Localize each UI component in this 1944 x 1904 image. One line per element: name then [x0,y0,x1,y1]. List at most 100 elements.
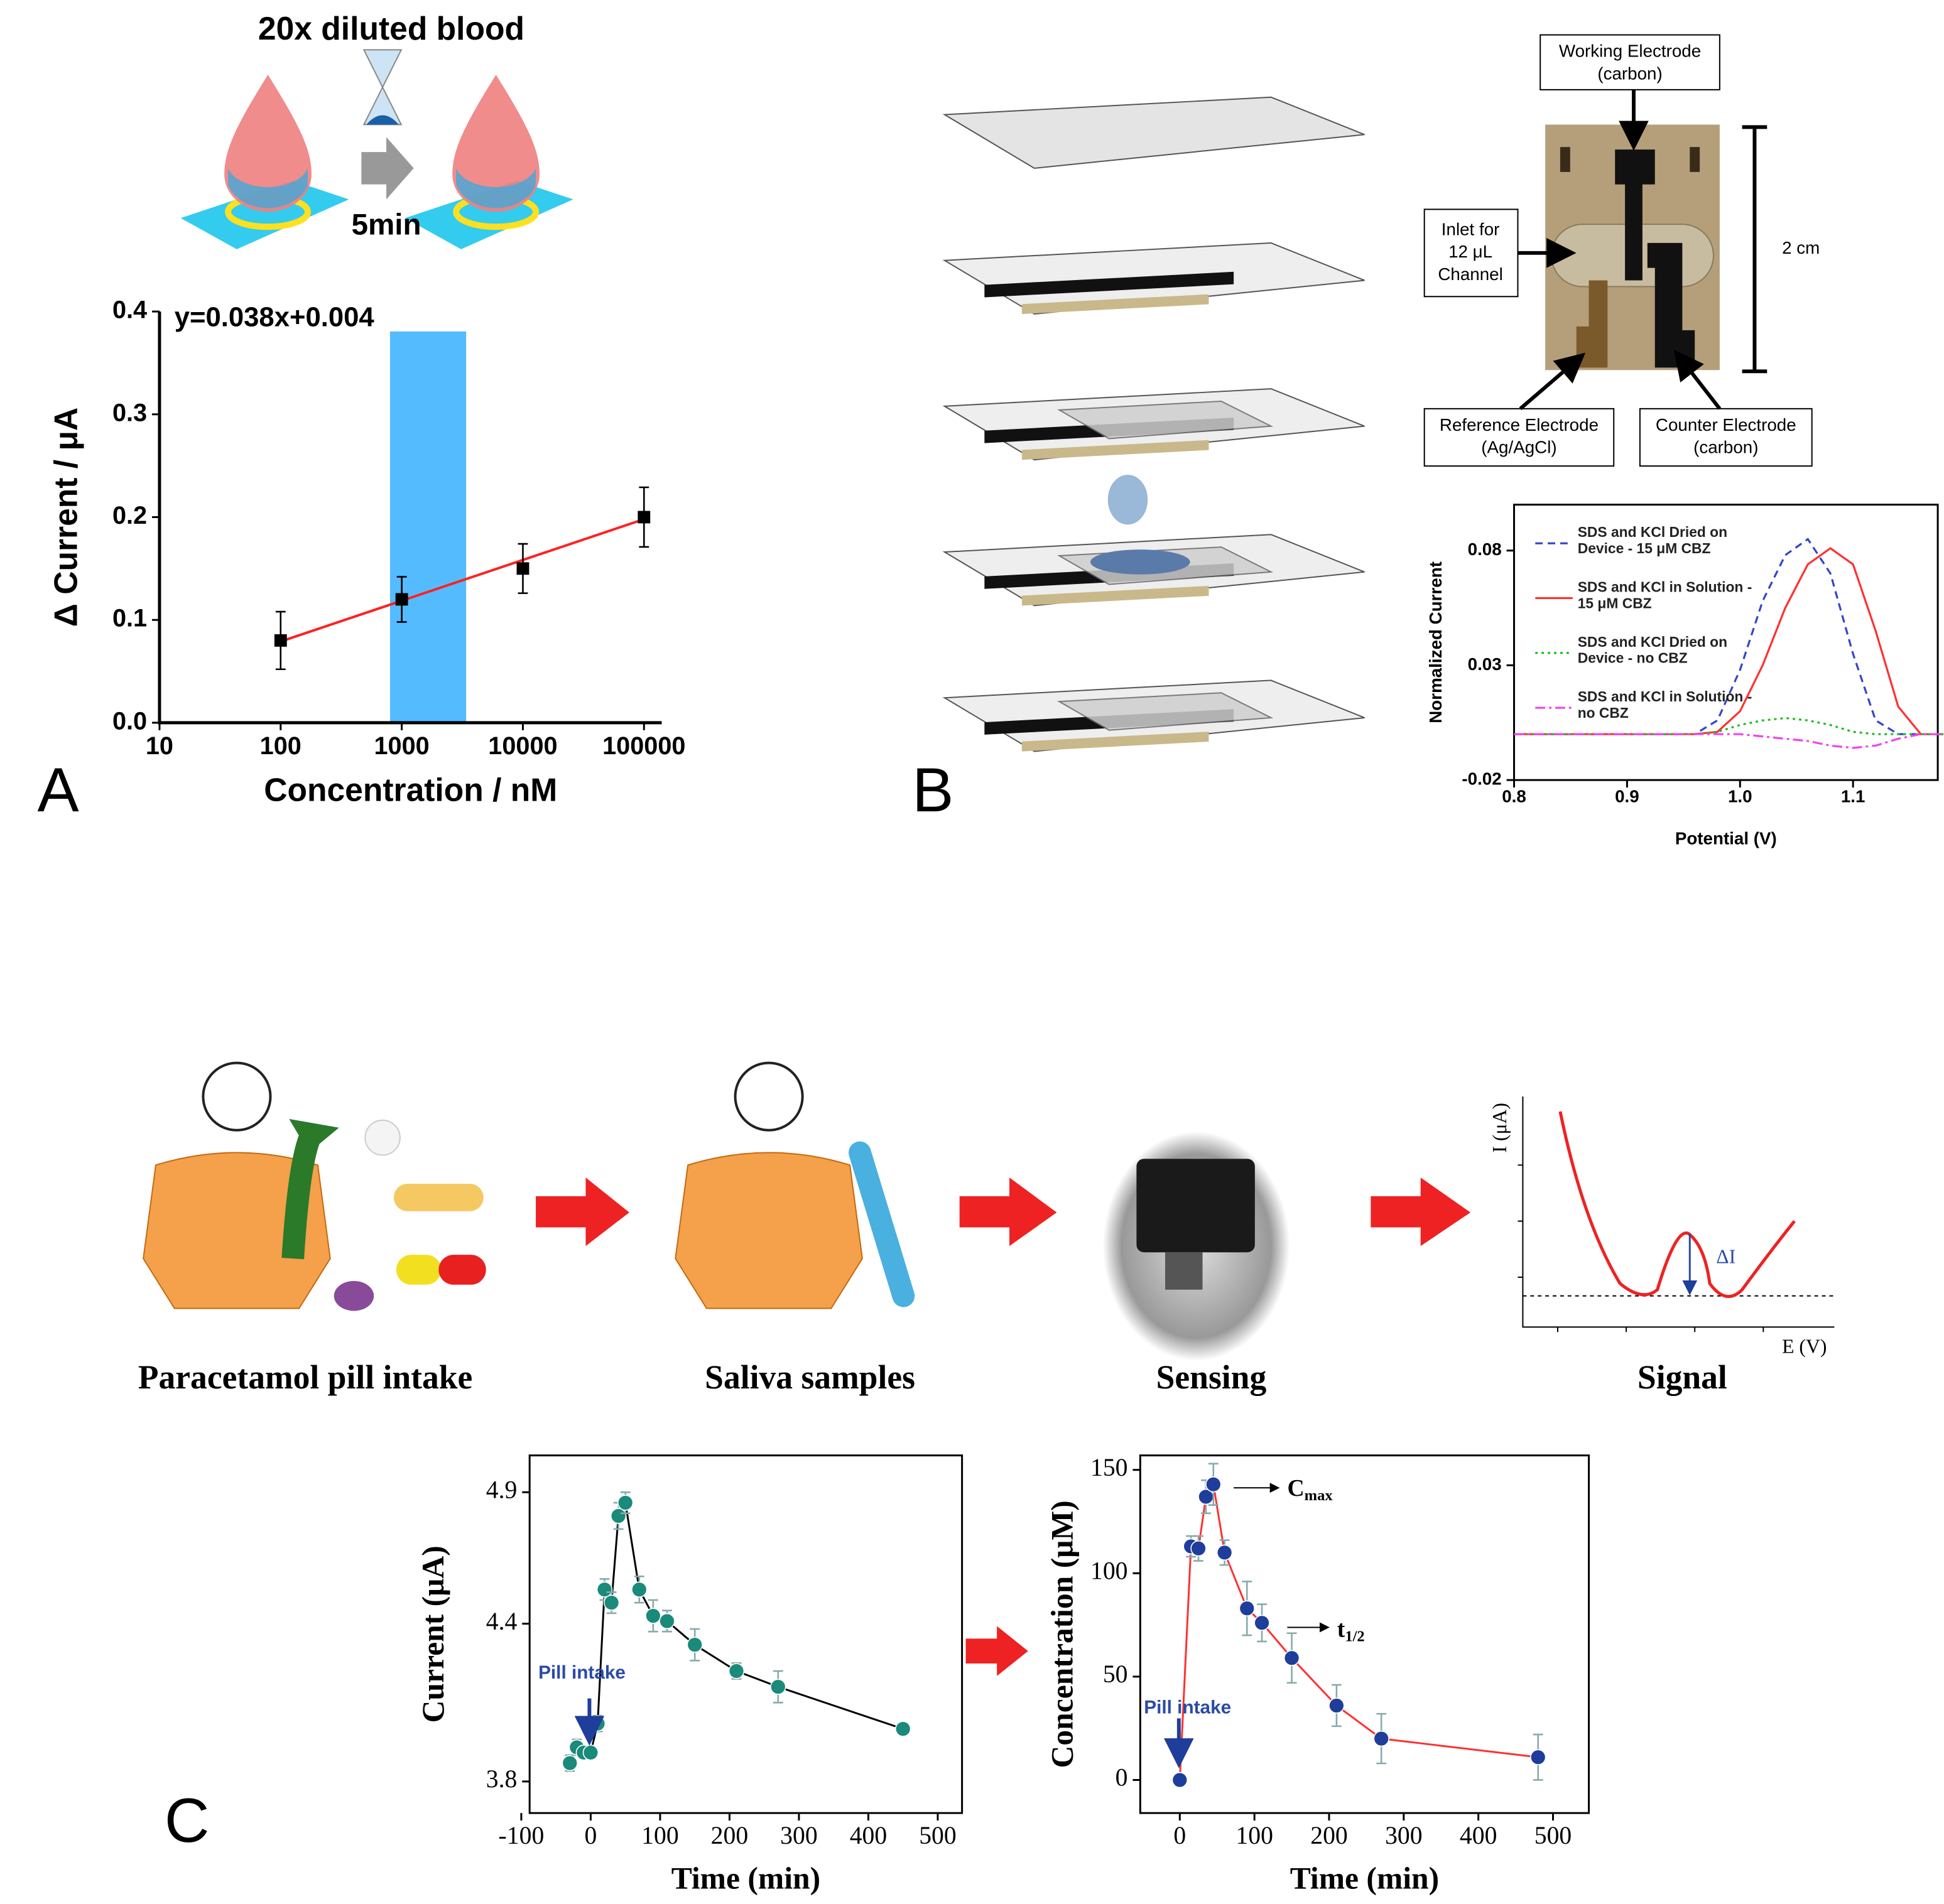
step-label: Paracetamol pill intake [138,1358,473,1396]
layer [942,96,1365,169]
x-tick-label: 1000 [374,732,430,760]
annotation: Pill intake [1144,1697,1231,1717]
signal-y-label: I (μA) [1489,1103,1511,1153]
chart: 10 100 1000 10000 100000 0.0 0.1 0.2 0.3 0.4 Conce… [48,296,686,808]
panel-label: A [38,755,79,825]
flow-illustration [143,1061,1835,1676]
droplet [1107,475,1148,525]
undefined: Counter Electrode [1656,415,1796,435]
blood-illustration [180,49,573,249]
panel-label: B [912,755,953,825]
x-tick-label: 1.0 [1728,786,1752,806]
y-tick-label: 100 [1090,1557,1128,1584]
electrode [1021,440,1209,460]
point [1239,1600,1255,1616]
device-layers [942,96,1365,752]
x-axis-label: Potential (V) [1675,829,1777,848]
y-tick-label: 0 [1116,1764,1128,1792]
y-tick-label: 0.3 [112,399,147,426]
point [582,1744,599,1761]
annotation-text: Pill intake [538,1662,626,1683]
channel-layer [1056,400,1274,440]
plot-frame [1139,1454,1590,1814]
y-axis-label: Normalized Current [1426,561,1445,723]
y-tick-label: 0.0 [112,707,147,735]
x-tick-label: 1.1 [1841,786,1865,806]
electrode [1021,732,1209,752]
point [1216,1544,1233,1561]
undefined: 12 μL [1448,242,1492,261]
chart: 0.8 0.9 1.0 1.1 -0.02 0.03 0.08 Potential (V) No… [1426,504,1944,848]
legend-entry: SDS and KCl in Solution - no CBZ [1577,690,1752,722]
x-tick-label: -100 [499,1822,545,1849]
chart: 0 100 200 300 400 500 0 50 100 150 Time (min) Conce… [1045,1454,1590,1896]
legend-entry: SDS and KCl in Solution - 15 μM CBZ [1577,580,1752,612]
x-tick-label: 10000 [488,732,557,760]
legend-entry: SDS and KCl Dried on Device - 15 μM CBZ [1578,526,1727,557]
y-tick-label: 0.03 [1468,654,1502,674]
panel-label: C [165,1786,210,1856]
x-tick-label: 300 [780,1822,818,1849]
point [1190,1540,1207,1557]
point [1254,1615,1270,1631]
x-tick-label: 100 [1235,1822,1273,1849]
point [770,1679,786,1695]
undefined: (carbon) [1597,63,1662,83]
step-label: Sensing [1156,1358,1267,1396]
x-tick-label: 200 [1310,1822,1348,1849]
point [610,1508,627,1524]
point [562,1755,578,1771]
x-tick-label: 0 [585,1822,597,1849]
electrode [1021,294,1209,315]
legend-entry: SDS and KCl Dried on Device - no CBZ [1577,635,1728,667]
annotation-text: Pill intake [1144,1697,1231,1717]
y-axis-label: Concentration (μM) [1045,1500,1080,1768]
y-tick-label: 50 [1103,1660,1128,1688]
device-photo [1423,34,1813,467]
annotation-subscript: max [1305,1487,1333,1504]
x-tick-label: 10 [146,732,173,760]
x-axis-label: Time (min) [671,1861,820,1896]
y-tick-label: 4.9 [486,1476,518,1503]
series-line [1514,538,1944,735]
y-tick-label: 0.4 [112,296,147,324]
point [631,1581,648,1598]
point [603,1594,620,1611]
annotation: Pill intake [538,1662,626,1683]
y-tick-label: 0.2 [112,502,147,529]
x-tick-label: 400 [850,1822,888,1849]
highlight-band [389,331,467,723]
channel-layer [1056,692,1274,731]
electrode [984,271,1234,298]
scale-label: 2 cm [1782,238,1820,257]
point [895,1721,911,1737]
x-tick-label: 500 [1534,1822,1572,1849]
legend-label: SDS and KCl in Solution - no CBZ [1577,690,1752,722]
legend-label: SDS and KCl Dried on Device - no CBZ [1577,635,1728,667]
signal-delta: ΔI [1716,1245,1735,1267]
point [659,1613,675,1630]
x-tick-label: 0.9 [1615,786,1639,806]
point [1373,1730,1389,1747]
fluid [1090,549,1190,575]
x-axis-label: Time (min) [1290,1861,1439,1896]
point [728,1663,745,1679]
point [596,1581,613,1598]
point [274,634,287,647]
plot-frame [1513,504,1939,781]
legend-label: SDS and KCl in Solution - 15 μM CBZ [1577,580,1752,612]
undefined: Reference Electrode [1440,415,1599,435]
x-tick-label: 500 [919,1822,957,1849]
step-label: Signal [1637,1358,1727,1396]
annotation: t1/2 [1337,1616,1365,1645]
undefined: (carbon) [1693,438,1758,457]
y-tick-label: 4.4 [486,1608,518,1635]
x-axis-label: Concentration / nM [264,772,557,808]
point [638,511,651,524]
annotation: Cmax [1287,1475,1333,1504]
point [1283,1650,1300,1666]
point [645,1608,661,1624]
y-tick-label: -0.02 [1462,769,1501,788]
fit-line [280,517,644,643]
point [1171,1771,1188,1788]
